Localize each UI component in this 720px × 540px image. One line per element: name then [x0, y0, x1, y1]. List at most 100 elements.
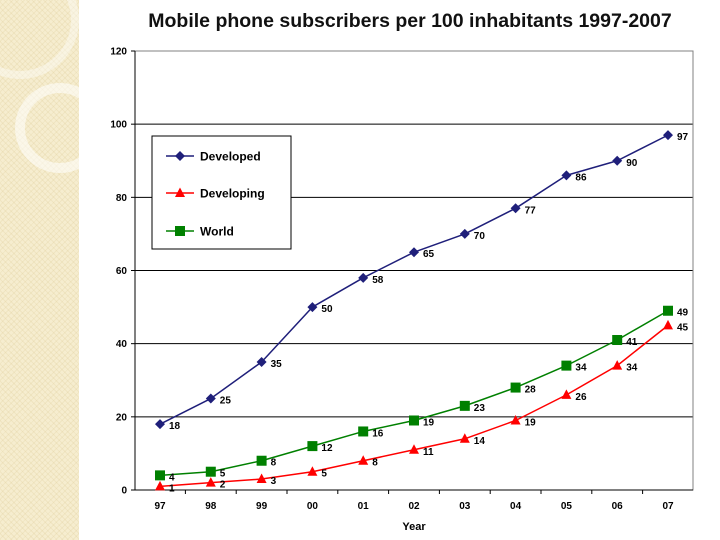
data-label-world: 5: [220, 469, 226, 480]
series-developed: [155, 130, 673, 430]
data-label-developed: 50: [321, 304, 333, 315]
data-label-world: 23: [474, 403, 486, 414]
data-point-developed: [256, 356, 267, 367]
data-label-developing: 8: [372, 458, 378, 469]
data-label-world: 8: [271, 458, 277, 469]
data-point-developing: [358, 455, 369, 465]
data-label-developing: 1: [169, 483, 175, 494]
data-label-developed: 90: [626, 158, 638, 169]
x-tick-label: 01: [358, 501, 370, 512]
data-label-developing: 5: [321, 469, 327, 480]
data-point-world: [358, 426, 369, 437]
data-label-developed: 70: [474, 231, 486, 242]
y-tick-label: 100: [110, 120, 127, 131]
data-point-world: [155, 470, 165, 481]
legend-label-developed: Developed: [200, 150, 261, 164]
legend: Developed Developing World: [151, 135, 292, 250]
data-point-developed: [510, 203, 521, 214]
y-tick-label: 80: [116, 193, 128, 204]
x-tick-label: 00: [307, 501, 319, 512]
data-point-developed: [205, 393, 216, 404]
x-tick-label: 97: [154, 501, 166, 512]
y-tick-label: 40: [116, 339, 128, 350]
x-axis-title: Year: [402, 521, 426, 533]
y-tick-label: 0: [121, 486, 127, 497]
data-point-developed: [459, 228, 470, 239]
data-label-developed: 97: [677, 132, 689, 143]
data-label-developing: 34: [626, 363, 638, 374]
x-tick-label: 98: [205, 501, 217, 512]
legend-marker-developing: [175, 187, 185, 197]
data-label-developing: 3: [271, 476, 277, 487]
data-label-world: 12: [321, 443, 333, 454]
data-label-world: 16: [372, 428, 384, 439]
data-point-developing: [459, 433, 470, 443]
data-point-world: [561, 360, 572, 371]
data-point-world: [459, 400, 470, 411]
data-label-developed: 25: [220, 396, 232, 407]
legend-label-world: World: [200, 225, 234, 239]
decorative-rings: [0, 0, 79, 173]
series-world: [155, 305, 673, 481]
data-label-developed: 65: [423, 249, 435, 260]
series-line-developing: [159, 324, 669, 488]
data-point-developed: [663, 130, 673, 141]
axes: 0 20 40 60 80 100 120 97 98 99 00 01 02 03 04 05 06 07: [110, 47, 693, 512]
data-point-world: [409, 415, 419, 426]
legend-label-developing: Developing: [200, 187, 265, 201]
data-point-developed: [561, 170, 572, 181]
data-label-developed: 35: [271, 359, 283, 370]
data-point-world: [205, 466, 216, 477]
data-point-developed: [307, 302, 318, 313]
data-label-world: 4: [169, 472, 175, 483]
x-tick-label: 03: [459, 501, 471, 512]
data-label-developed: 58: [372, 275, 384, 286]
data-label-world: 19: [423, 417, 435, 428]
data-point-developed: [612, 155, 623, 166]
series-developing: [155, 319, 673, 491]
data-label-developed: 86: [575, 172, 587, 183]
data-point-developing: [561, 389, 572, 399]
data-label-world: 34: [575, 363, 587, 374]
x-tick-label: 04: [510, 501, 522, 512]
data-point-world: [510, 382, 521, 393]
data-label-developing: 2: [220, 480, 226, 491]
chart-title: Mobile phone subscribers per 100 inhabit…: [148, 10, 672, 32]
data-label-developing: 19: [525, 417, 537, 428]
data-point-developed: [409, 247, 419, 258]
legend-marker-world: [175, 226, 185, 236]
data-label-developing: 26: [575, 392, 587, 403]
data-point-developing: [612, 360, 623, 370]
data-label-world: 28: [525, 385, 537, 396]
data-point-developing: [155, 480, 165, 491]
data-point-developing: [409, 444, 419, 454]
data-label-world: 41: [626, 337, 638, 348]
data-point-world: [612, 335, 623, 346]
legend-marker-developed: [175, 151, 185, 161]
data-point-world: [663, 305, 673, 316]
data-label-developing: 14: [474, 436, 486, 447]
data-point-developed: [155, 419, 165, 430]
data-label-world: 49: [677, 308, 689, 319]
data-label-developing: 11: [423, 447, 434, 458]
series: [155, 130, 673, 491]
data-point-developing: [663, 319, 673, 330]
data-label-developed: 77: [525, 205, 537, 216]
data-point-world: [256, 455, 267, 466]
data-point-developed: [358, 272, 369, 283]
y-tick-label: 20: [116, 412, 128, 423]
x-tick-label: 06: [612, 501, 624, 512]
data-point-world: [307, 441, 318, 452]
data-point-developing: [205, 477, 216, 487]
data-point-developing: [510, 414, 521, 425]
data-label-developed: 18: [169, 421, 181, 432]
data-point-developing: [256, 473, 267, 484]
y-tick-label: 120: [110, 47, 127, 58]
y-tick-label: 60: [116, 266, 128, 277]
x-tick-label: 05: [561, 501, 573, 512]
data-point-developing: [307, 466, 318, 476]
data-label-developing: 45: [677, 322, 689, 333]
x-tick-label: 07: [662, 501, 674, 512]
